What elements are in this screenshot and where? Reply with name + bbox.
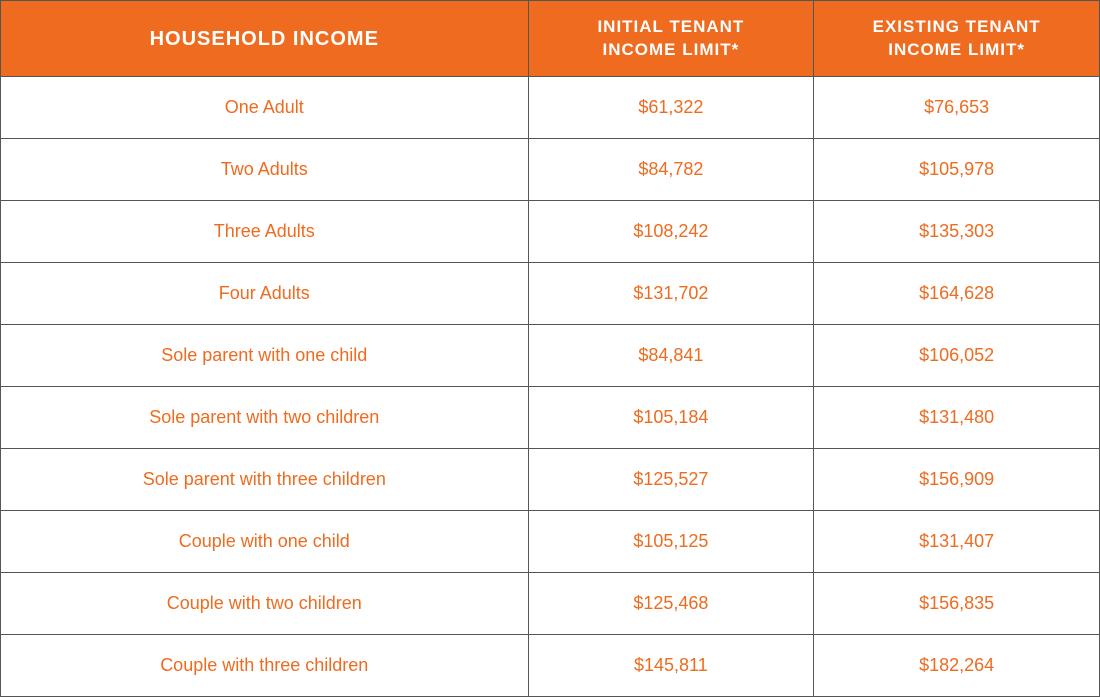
table-row: One Adult $61,322 $76,653	[1, 77, 1100, 139]
table-row: Sole parent with three children $125,527…	[1, 449, 1100, 511]
household-cell: Sole parent with three children	[1, 449, 529, 511]
initial-limit-cell: $125,468	[528, 573, 814, 635]
table-row: Couple with three children $145,811 $182…	[1, 635, 1100, 697]
table-row: Sole parent with one child $84,841 $106,…	[1, 325, 1100, 387]
household-cell: Three Adults	[1, 201, 529, 263]
existing-limit-cell: $156,835	[814, 573, 1100, 635]
existing-limit-cell: $131,480	[814, 387, 1100, 449]
table-body: One Adult $61,322 $76,653 Two Adults $84…	[1, 77, 1100, 697]
household-cell: Two Adults	[1, 139, 529, 201]
existing-limit-cell: $76,653	[814, 77, 1100, 139]
existing-limit-cell: $164,628	[814, 263, 1100, 325]
existing-limit-cell: $182,264	[814, 635, 1100, 697]
table-row: Sole parent with two children $105,184 $…	[1, 387, 1100, 449]
existing-limit-cell: $105,978	[814, 139, 1100, 201]
household-cell: Couple with three children	[1, 635, 529, 697]
initial-limit-cell: $145,811	[528, 635, 814, 697]
initial-limit-cell: $125,527	[528, 449, 814, 511]
household-cell: Sole parent with one child	[1, 325, 529, 387]
existing-limit-cell: $135,303	[814, 201, 1100, 263]
header-existing-limit: EXISTING TENANTINCOME LIMIT*	[814, 1, 1100, 77]
table-row: Three Adults $108,242 $135,303	[1, 201, 1100, 263]
table-row: Two Adults $84,782 $105,978	[1, 139, 1100, 201]
header-initial-limit-label: INITIAL TENANTINCOME LIMIT*	[597, 17, 744, 58]
table-row: Couple with one child $105,125 $131,407	[1, 511, 1100, 573]
initial-limit-cell: $105,184	[528, 387, 814, 449]
existing-limit-cell: $156,909	[814, 449, 1100, 511]
existing-limit-cell: $131,407	[814, 511, 1100, 573]
initial-limit-cell: $61,322	[528, 77, 814, 139]
existing-limit-cell: $106,052	[814, 325, 1100, 387]
initial-limit-cell: $105,125	[528, 511, 814, 573]
household-cell: Sole parent with two children	[1, 387, 529, 449]
header-existing-limit-label: EXISTING TENANTINCOME LIMIT*	[873, 17, 1041, 58]
income-limits-table: HOUSEHOLD INCOME INITIAL TENANTINCOME LI…	[0, 0, 1100, 697]
initial-limit-cell: $84,841	[528, 325, 814, 387]
table-row: Couple with two children $125,468 $156,8…	[1, 573, 1100, 635]
header-initial-limit: INITIAL TENANTINCOME LIMIT*	[528, 1, 814, 77]
table-row: Four Adults $131,702 $164,628	[1, 263, 1100, 325]
household-cell: Couple with one child	[1, 511, 529, 573]
initial-limit-cell: $108,242	[528, 201, 814, 263]
initial-limit-cell: $84,782	[528, 139, 814, 201]
table-header-row: HOUSEHOLD INCOME INITIAL TENANTINCOME LI…	[1, 1, 1100, 77]
household-cell: Couple with two children	[1, 573, 529, 635]
household-cell: Four Adults	[1, 263, 529, 325]
household-cell: One Adult	[1, 77, 529, 139]
initial-limit-cell: $131,702	[528, 263, 814, 325]
header-household-income: HOUSEHOLD INCOME	[1, 1, 529, 77]
